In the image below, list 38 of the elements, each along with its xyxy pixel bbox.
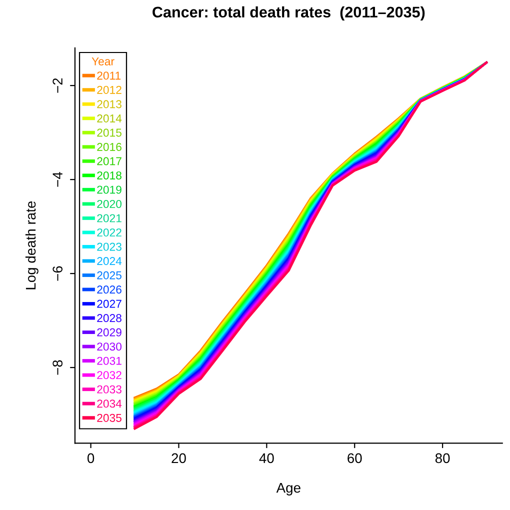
legend-label: 2012 [97, 86, 122, 94]
x-tick-label: 80 [435, 453, 450, 464]
legend-label: 2035 [97, 414, 122, 422]
legend-label: 2034 [97, 400, 122, 408]
legend-label: 2030 [97, 342, 122, 351]
legend-label: 2026 [97, 286, 122, 294]
x-tick-label: 40 [259, 453, 274, 464]
x-tick-label: 20 [172, 453, 186, 464]
legend-label: 2024 [97, 257, 122, 266]
legend-label: 2021 [97, 214, 122, 222]
y-tick-label: −8 [52, 360, 63, 375]
legend-label: 2027 [97, 300, 122, 308]
legend-label: 2022 [97, 228, 122, 237]
chart-title: Cancer: total death rates (2011–2035) [152, 6, 425, 21]
legend-label: 2032 [97, 371, 122, 380]
legend-label: 2028 [97, 314, 122, 322]
x-tick-label: 0 [87, 453, 94, 464]
legend-title: Year [92, 57, 114, 66]
legend-label: 2013 [97, 100, 122, 108]
y-tick-label: −4 [52, 172, 62, 187]
legend-label: 2033 [97, 385, 122, 394]
legend-label: 2031 [97, 356, 122, 365]
legend-label: 2015 [97, 128, 122, 137]
legend-label: 2019 [97, 186, 122, 194]
y-axis-title: Log death rate [25, 201, 38, 290]
legend-label: 2011 [97, 72, 121, 80]
legend-label: 2017 [97, 157, 122, 166]
legend-label: 2014 [97, 114, 122, 122]
y-tick-label: −2 [52, 78, 62, 93]
y-tick-label: −6 [52, 266, 63, 281]
legend-label: 2023 [97, 242, 122, 251]
x-tick-label: 60 [348, 453, 362, 464]
legend-label: 2029 [97, 328, 122, 336]
legend-label: 2020 [97, 200, 122, 208]
legend-label: 2025 [97, 271, 122, 280]
x-axis-title: Age [276, 483, 300, 496]
legend-label: 2018 [97, 171, 122, 180]
legend-label: 2016 [97, 142, 122, 151]
